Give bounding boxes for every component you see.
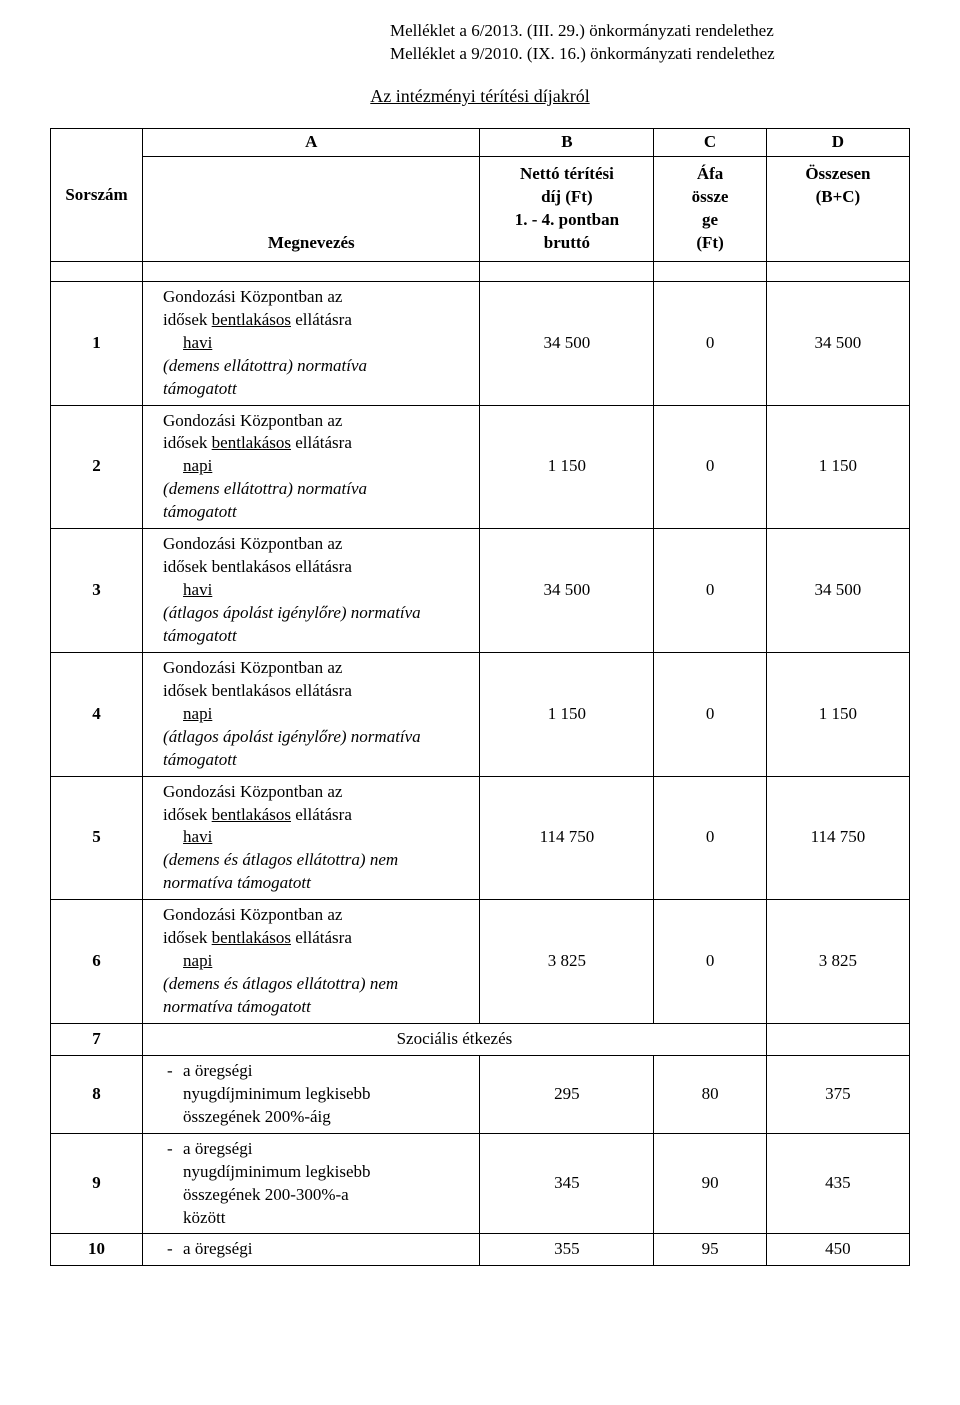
row-netto: 34 500 [480, 529, 654, 653]
table-row-8: 8 - a öregségi nyugdíjminimum legkisebb … [51, 1055, 910, 1133]
row-num: 3 [51, 529, 143, 653]
row-osszesen: 3 825 [766, 900, 909, 1024]
header-afa: Áfa össze ge (Ft) [654, 157, 766, 262]
row-osszesen: 114 750 [766, 776, 909, 900]
row-netto: 3 825 [480, 900, 654, 1024]
header-line-2: Melléklet a 9/2010. (IX. 16.) önkormányz… [390, 43, 910, 66]
row9-desc: - a öregségi nyugdíjminimum legkisebb ös… [143, 1133, 480, 1234]
table-row: 2Gondozási Központban azidősek bentlakás… [51, 405, 910, 529]
row9-osszesen: 435 [766, 1133, 909, 1234]
row8-desc: - a öregségi nyugdíjminimum legkisebb ös… [143, 1055, 480, 1133]
fees-table: Sorszám A B C D Megnevezés Nettó térítés… [50, 128, 910, 1266]
row-afa: 0 [654, 900, 766, 1024]
row8-afa: 80 [654, 1055, 766, 1133]
row-netto: 1 150 [480, 405, 654, 529]
row-num: 6 [51, 900, 143, 1024]
column-letter-row: Sorszám A B C D [51, 129, 910, 157]
header-osszesen: Összesen (B+C) [766, 157, 909, 262]
row10-netto: 355 [480, 1234, 654, 1266]
row-desc: Gondozási Központban azidősek bentlakáso… [143, 900, 480, 1024]
header-megnevezes: Megnevezés [143, 157, 480, 262]
row9-netto: 345 [480, 1133, 654, 1234]
table-row-7: 7 Szociális étkezés [51, 1023, 910, 1055]
row-num: 1 [51, 281, 143, 405]
document-title: Az intézményi térítési díjakról [50, 84, 910, 108]
table-row: 1Gondozási Központban azidősek bentlakás… [51, 281, 910, 405]
row-num-7: 7 [51, 1023, 143, 1055]
header-sorszam: Sorszám [51, 129, 143, 262]
table-row: 5Gondozási Központban azidősek bentlakás… [51, 776, 910, 900]
row-netto: 1 150 [480, 652, 654, 776]
row10-afa: 95 [654, 1234, 766, 1266]
row-netto: 114 750 [480, 776, 654, 900]
row-num: 2 [51, 405, 143, 529]
table-row: 3Gondozási Központban azidősek bentlakás… [51, 529, 910, 653]
row-afa: 0 [654, 652, 766, 776]
col-letter-c: C [654, 129, 766, 157]
row-netto: 34 500 [480, 281, 654, 405]
row-desc: Gondozási Központban azidősek bentlakáso… [143, 281, 480, 405]
row-desc: Gondozási Központban azidősek bentlakáso… [143, 405, 480, 529]
spacer-row [51, 261, 910, 281]
row9-afa: 90 [654, 1133, 766, 1234]
row8-osszesen: 375 [766, 1055, 909, 1133]
row-afa: 0 [654, 405, 766, 529]
col-letter-a: A [143, 129, 480, 157]
row-osszesen: 34 500 [766, 529, 909, 653]
row-num: 5 [51, 776, 143, 900]
table-row-10: 10 - a öregségi 355 95 450 [51, 1234, 910, 1266]
row-num-8: 8 [51, 1055, 143, 1133]
row-desc: Gondozási Központban azidősek bentlakáso… [143, 776, 480, 900]
table-row-9: 9 - a öregségi nyugdíjminimum legkisebb … [51, 1133, 910, 1234]
row-afa: 0 [654, 281, 766, 405]
table-row: 6Gondozási Központban azidősek bentlakás… [51, 900, 910, 1024]
row-num-9: 9 [51, 1133, 143, 1234]
row-osszesen: 1 150 [766, 405, 909, 529]
row-num: 4 [51, 652, 143, 776]
header-line-1: Melléklet a 6/2013. (III. 29.) önkormány… [390, 20, 910, 43]
row-afa: 0 [654, 529, 766, 653]
header-netto: Nettó térítési díj (Ft) 1. - 4. pontban … [480, 157, 654, 262]
row-desc: Gondozási Központban azidősek bentlakáso… [143, 529, 480, 653]
row-osszesen: 34 500 [766, 281, 909, 405]
col-letter-d: D [766, 129, 909, 157]
row10-desc: - a öregségi [143, 1234, 480, 1266]
row7-label: Szociális étkezés [143, 1023, 767, 1055]
row-osszesen: 1 150 [766, 652, 909, 776]
row-afa: 0 [654, 776, 766, 900]
header-block: Melléklet a 6/2013. (III. 29.) önkormány… [390, 20, 910, 66]
row-desc: Gondozási Központban azidősek bentlakáso… [143, 652, 480, 776]
row-num-10: 10 [51, 1234, 143, 1266]
row7-osszesen [766, 1023, 909, 1055]
column-header-row: Megnevezés Nettó térítési díj (Ft) 1. - … [51, 157, 910, 262]
table-row: 4Gondozási Központban azidősek bentlakás… [51, 652, 910, 776]
row8-netto: 295 [480, 1055, 654, 1133]
col-letter-b: B [480, 129, 654, 157]
row10-osszesen: 450 [766, 1234, 909, 1266]
